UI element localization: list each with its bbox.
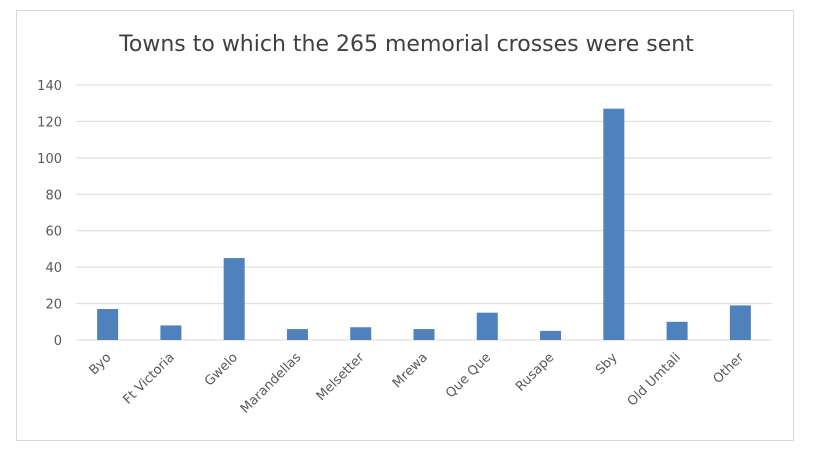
x-tick-label: Rusape <box>513 350 557 394</box>
x-tick-label: Gwelo <box>202 350 241 389</box>
chart-title: Towns to which the 265 memorial crosses … <box>119 32 694 57</box>
chart-frame <box>16 10 794 441</box>
bar <box>540 330 562 340</box>
bar <box>476 312 498 340</box>
bar <box>603 108 625 340</box>
y-tick-label: 40 <box>45 261 62 276</box>
y-tick-label: 140 <box>37 79 62 94</box>
bar <box>413 329 435 340</box>
y-tick-label: 80 <box>45 188 62 203</box>
bar <box>666 321 688 340</box>
x-tick-label: Marandellas <box>238 350 305 417</box>
bar <box>223 258 245 340</box>
bar <box>286 329 308 340</box>
x-tick-label: Byo <box>86 350 114 378</box>
x-tick-label: Mrewa <box>390 350 431 391</box>
bar <box>729 305 751 340</box>
x-tick-label: Ft Victoria <box>120 350 177 407</box>
bar <box>350 327 372 340</box>
x-tick-label: Other <box>710 350 747 387</box>
x-tick-label: Sby <box>593 350 621 378</box>
x-tick-label: Melsetter <box>314 350 368 404</box>
bar <box>97 309 119 340</box>
y-tick-label: 0 <box>54 334 62 349</box>
y-tick-label: 20 <box>45 298 62 313</box>
bar <box>160 325 182 340</box>
x-tick-label: Old Umtali <box>625 350 684 409</box>
y-tick-label: 60 <box>45 225 62 240</box>
y-tick-label: 120 <box>37 115 62 130</box>
x-tick-label: Que Que <box>443 350 494 401</box>
y-tick-label: 100 <box>37 152 62 167</box>
